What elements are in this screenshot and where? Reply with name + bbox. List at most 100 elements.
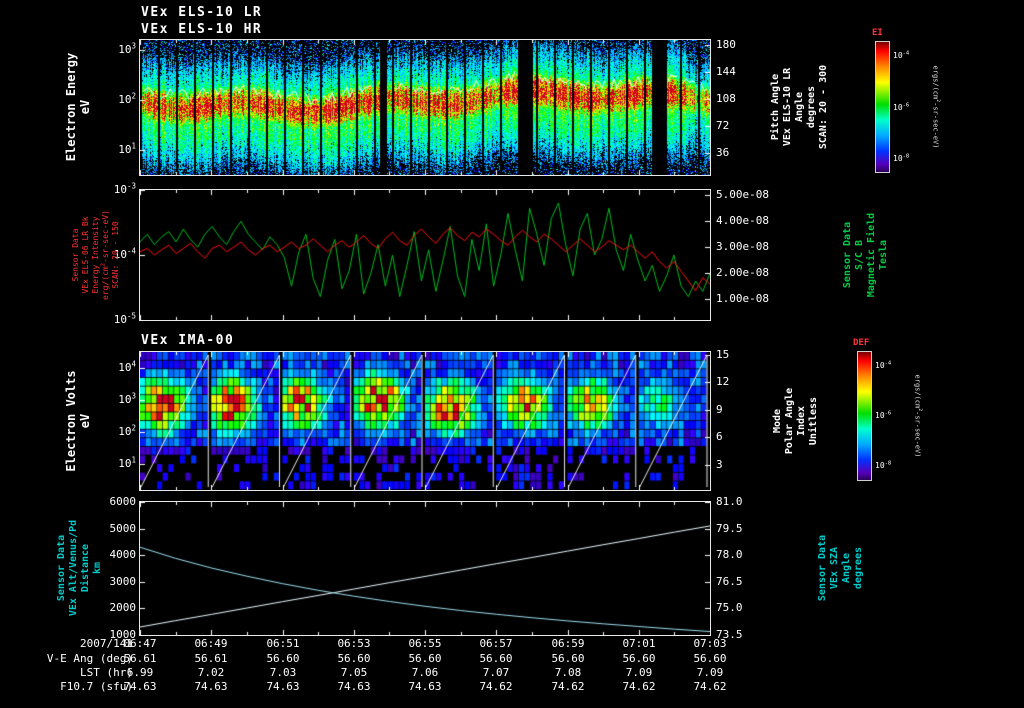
axis-label-line: VEx ELS-10 LR [782,67,793,147]
els-title-lr: VEx ELS-10 LR [141,5,263,20]
axis-label-line: ergs/(cm2-sr-sec-eV) [931,65,940,149]
table-value: 74.62 [479,680,513,693]
ima-spectrogram-canvas [140,352,710,490]
axis-label-line: Polar Angle [784,387,795,455]
ima-colorbar-label: DEF [853,338,870,348]
els-right-axis-label: Pitch Angle VEx ELS-10 LR Angle degrees SCAN… [770,65,830,149]
axis-label-line: Electron Energy [64,52,78,162]
intensity-bfield-canvas [140,190,710,320]
table-value: 7.06 [411,666,439,679]
ephemeris-left-axis-label: Sensor Data VEx Alt/Venus/Pd Distance km [56,520,104,616]
table-row-label: LST (hr) [80,666,133,679]
axis-label-line: S/C B [854,239,865,271]
els-title-hr: VEx ELS-10 HR [141,22,263,37]
altitude-sza-canvas [140,502,710,635]
sza-tick: 75.0 [716,601,743,614]
intensity-tick: 10-4 [113,246,136,261]
axis-label-line: Pitch Angle [770,73,781,141]
altitude-tick: 6000 [109,495,137,508]
els-left-axis-label: Electron Energy eV [64,53,92,161]
altitude-tick: 5000 [109,522,137,535]
bfield-tick: 5.00e-08 [716,188,769,201]
els-energy-tick: 101 [118,141,136,156]
table-value: 56.60 [693,652,727,665]
ima-index-tick: 3 [716,458,723,471]
date-label: 2007/141 [80,637,133,650]
table-value: 74.63 [266,680,300,693]
table-value: 74.63 [337,680,371,693]
table-value: 74.62 [622,680,656,693]
els-pitch-tick: 144 [716,65,736,78]
axis-label-line: SCAN: 20 - 150 [111,221,120,289]
time-tick-label: 06:59 [551,637,585,650]
bfield-tick: 1.00e-08 [716,292,769,305]
ima-energy-tick: 101 [118,455,136,470]
table-value: 7.09 [625,666,653,679]
table-value: 56.61 [123,652,157,665]
ima-energy-tick: 102 [118,423,136,438]
altitude-tick: 4000 [109,548,137,561]
axis-label-line: degrees [806,85,817,129]
axis-label-line: Sensor Data [817,534,828,602]
ima-energy-tick: 103 [118,391,136,406]
time-tick-label: 06:51 [266,637,300,650]
ima-colorbar [857,351,872,481]
table-value: 56.60 [266,652,300,665]
table-value: 7.03 [269,666,297,679]
axis-label-line: Tesla [878,239,889,271]
ima-cbar-tick: 10-6 [875,410,892,420]
time-tick-label: 06:47 [123,637,157,650]
altitude-tick: 1000 [109,628,137,641]
axis-label-line: Angle [841,552,852,584]
sza-tick: 79.5 [716,522,743,535]
els-colorbar-label: EI [872,28,883,38]
table-value: 56.60 [337,652,371,665]
els-cbar-tick: 10-6 [893,102,910,112]
ima-index-tick: 9 [716,403,723,416]
intensity-bfield-panel [139,189,711,321]
axis-label-line: ergs/(cm2-sr-sec-eV) [913,374,922,458]
axis-label-line: VEx ELS-06 LR Bk [81,216,90,294]
ephemeris-right-axis-label: Sensor Data VEx SZA Angle degrees [817,535,865,601]
ima-energy-tick: 104 [118,359,136,374]
table-value: 7.02 [197,666,225,679]
table-value: 56.60 [479,652,513,665]
axis-label-line: SCAN: 20 - 300 [818,64,829,150]
table-value: 56.60 [622,652,656,665]
table-row-label: V-E Ang (deg) [46,652,133,665]
table-value: 74.62 [693,680,727,693]
axis-label-line: eV [78,99,92,115]
ima-title: VEx IMA-00 [141,333,235,348]
time-tick-label: 07:03 [693,637,727,650]
axis-label-line: VEx SZA [829,546,840,590]
els-spectrogram-panel [139,39,711,176]
table-value: 56.60 [408,652,442,665]
time-tick-label: 06:49 [194,637,228,650]
table-value: 74.63 [194,680,228,693]
axis-label-line: km [92,561,103,575]
bfield-tick: 2.00e-08 [716,266,769,279]
table-value: 74.63 [123,680,157,693]
intensity-left-axis-label: Sensor Data VEx ELS-06 LR Bk Energy Intens… [71,210,121,300]
sza-tick: 81.0 [716,495,743,508]
table-value: 74.63 [408,680,442,693]
els-cbar-tick: 10-4 [893,50,910,60]
table-value: 74.62 [551,680,585,693]
table-value: 7.08 [554,666,582,679]
ima-left-axis-label: Electron Volts eV [64,370,92,471]
time-tick-label: 06:53 [337,637,371,650]
table-value: 7.05 [340,666,368,679]
time-tick-label: 07:01 [622,637,656,650]
ima-cbar-tick: 10-4 [875,360,892,370]
altitude-tick: 3000 [109,575,137,588]
els-colorbar-gradient [876,42,889,172]
axis-label-line: Index [796,405,807,437]
table-value: 7.09 [696,666,724,679]
axis-label-line: Energy Intensity [91,216,100,294]
els-energy-tick: 102 [118,91,136,106]
table-value: 6.99 [126,666,154,679]
time-tick-label: 06:57 [479,637,513,650]
els-energy-tick: 103 [118,41,136,56]
axis-label-line: Angle [794,91,805,123]
sza-tick: 73.5 [716,628,743,641]
